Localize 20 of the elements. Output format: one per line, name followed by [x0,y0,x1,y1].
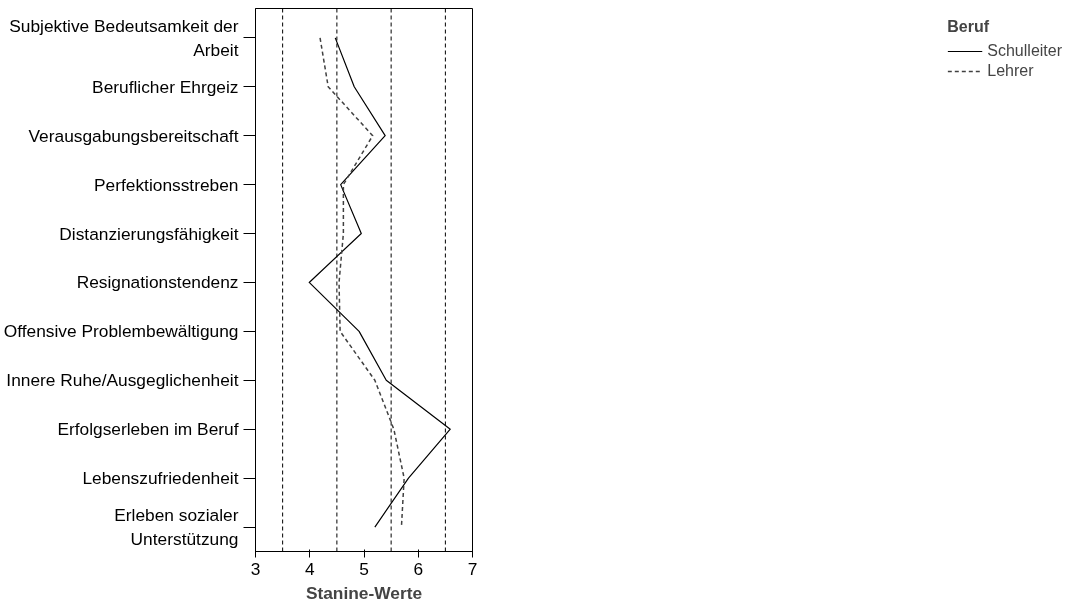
y-tick-label: Verausgabungsbereitschaft [28,125,239,146]
y-tick-label: Perfektionsstreben [94,174,239,195]
y-tick-label: Offensive Problembewältigung [3,321,239,342]
x-tick-label: 5 [359,558,369,579]
legend-label: Lehrer [987,62,1034,80]
legend-label: Schulleiter [987,42,1062,60]
legend-title: Beruf [947,18,991,36]
x-tick-label: 6 [413,558,424,579]
x-tick-label: 3 [250,558,261,579]
y-tick-label: Subjektive Bedeutsamkeit der Arbeit [9,15,239,60]
x-axis-title: Stanine-Werte [305,582,423,603]
y-tick-label: Distanzierungsfähigkeit [59,223,239,244]
y-tick-label: Erleben sozialer Unterstützung [114,505,239,550]
x-tick-label: 4 [304,558,315,579]
x-tick-label: 7 [467,558,478,579]
y-tick-label: Lebenszufriedenheit [82,468,239,489]
y-tick-label: Erfolgserleben im Beruf [57,419,239,440]
y-tick-label: Resignationstendenz [76,272,239,293]
y-tick-label: Beruflicher Ehrgeiz [92,76,239,97]
y-tick-label: Innere Ruhe/Ausgeglichenheit [6,370,239,391]
